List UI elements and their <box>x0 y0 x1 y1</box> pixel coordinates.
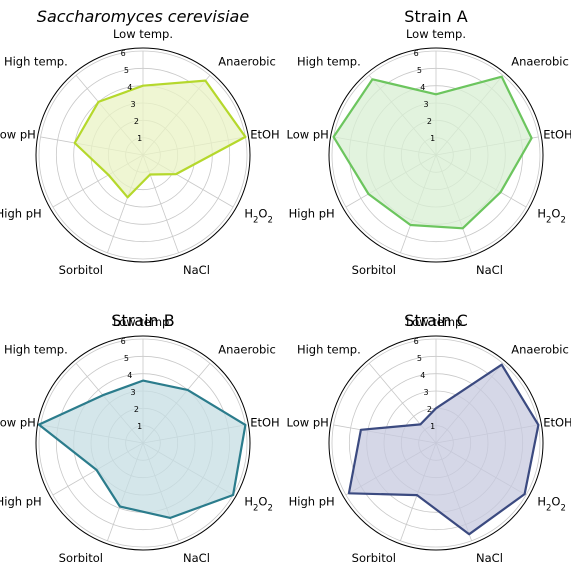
category-label: Low pH <box>0 128 36 142</box>
radial-tick-label: 5 <box>417 66 422 75</box>
radial-tick-label: 6 <box>414 337 419 346</box>
category-label: High temp. <box>297 54 361 68</box>
category-label: Anaerobic <box>511 342 569 356</box>
series-polygon <box>347 363 540 536</box>
polar-frame <box>328 47 544 263</box>
radial-tick-label: 5 <box>124 354 129 363</box>
radial-tick-label: 2 <box>427 117 432 126</box>
radial-tick-label: 3 <box>131 388 136 397</box>
category-label: H2O2 <box>244 207 273 226</box>
category-label: High pH <box>289 495 335 509</box>
category-label: H2O2 <box>244 495 273 514</box>
category-label: Low temp. <box>113 27 173 41</box>
category-label: H2O2 <box>537 207 566 226</box>
radial-tick-label: 2 <box>134 405 139 414</box>
category-label: Low pH <box>287 128 329 142</box>
category-label: EtOH <box>543 128 571 142</box>
subplot-title: Strain C <box>404 311 468 330</box>
radial-tick-label: 6 <box>414 49 419 58</box>
radial-tick-label: 1 <box>137 422 142 431</box>
radial-tick-label: 4 <box>127 371 132 380</box>
radial-tick-label: 1 <box>430 422 435 431</box>
radar-subplot-1: Saccharomyces cerevisiae 1 2 3 4 5 6 Low temp. A… <box>0 7 280 277</box>
polar-frame <box>35 47 251 263</box>
category-label: High pH <box>0 495 42 509</box>
radar-subplot-3: Strain B 1 2 3 4 5 6 Low temp. Anaerobic EtOH H2O2… <box>0 311 280 565</box>
category-label: Sorbitol <box>352 263 396 277</box>
category-label: Anaerobic <box>218 54 276 68</box>
radial-tick-label: 1 <box>137 134 142 143</box>
category-label: Anaerobic <box>511 54 569 68</box>
radial-tick-label: 3 <box>131 100 136 109</box>
radial-tick-label: 4 <box>127 83 132 92</box>
category-label: H2O2 <box>537 495 566 514</box>
radial-tick-label: 5 <box>417 354 422 363</box>
series-polygon <box>37 379 247 520</box>
category-label: High pH <box>0 207 42 221</box>
subplot-title: Strain A <box>404 7 467 26</box>
category-label: Low pH <box>0 416 36 430</box>
category-label: High temp. <box>297 342 361 356</box>
category-label: NaCl <box>183 551 210 565</box>
radial-tick-label: 4 <box>420 83 425 92</box>
series-polygon <box>73 79 247 199</box>
series-polygon <box>332 75 533 230</box>
category-label: EtOH <box>250 128 279 142</box>
category-label: Low temp. <box>113 315 173 329</box>
subplot-title: Saccharomyces cerevisiae <box>37 7 250 26</box>
radial-tick-label: 6 <box>121 337 126 346</box>
category-label: NaCl <box>183 263 210 277</box>
category-label: Sorbitol <box>59 551 103 565</box>
polar-frame <box>328 335 544 551</box>
category-label: High temp. <box>4 342 68 356</box>
category-label: Low temp. <box>406 27 466 41</box>
radial-tick-label: 5 <box>124 66 129 75</box>
category-label: Low pH <box>287 416 329 430</box>
radial-tick-label: 4 <box>420 371 425 380</box>
category-label: EtOH <box>543 416 571 430</box>
category-label: High temp. <box>4 54 68 68</box>
radial-tick-label: 2 <box>134 117 139 126</box>
category-label: High pH <box>289 207 335 221</box>
radial-tick-label: 2 <box>427 405 432 414</box>
category-label: NaCl <box>476 263 503 277</box>
subplot-title: Strain B <box>111 311 174 330</box>
polar-frame <box>35 335 251 551</box>
radial-tick-label: 6 <box>121 49 126 58</box>
category-label: EtOH <box>250 416 279 430</box>
category-label: Low temp. <box>406 315 466 329</box>
radar-subplot-2: Strain A 1 2 3 4 5 6 Low temp. Anaerobic EtOH H2O2… <box>287 7 571 277</box>
radial-tick-label: 1 <box>430 134 435 143</box>
category-label: NaCl <box>476 551 503 565</box>
category-label: Anaerobic <box>218 342 276 356</box>
radial-tick-label: 3 <box>424 100 429 109</box>
radial-tick-label: 3 <box>424 388 429 397</box>
radar-subplot-4: Strain C 1 2 3 4 5 6 Low temp. Anaerobic EtOH H2O2… <box>287 311 571 565</box>
category-label: Sorbitol <box>59 263 103 277</box>
category-label: Sorbitol <box>352 551 396 565</box>
